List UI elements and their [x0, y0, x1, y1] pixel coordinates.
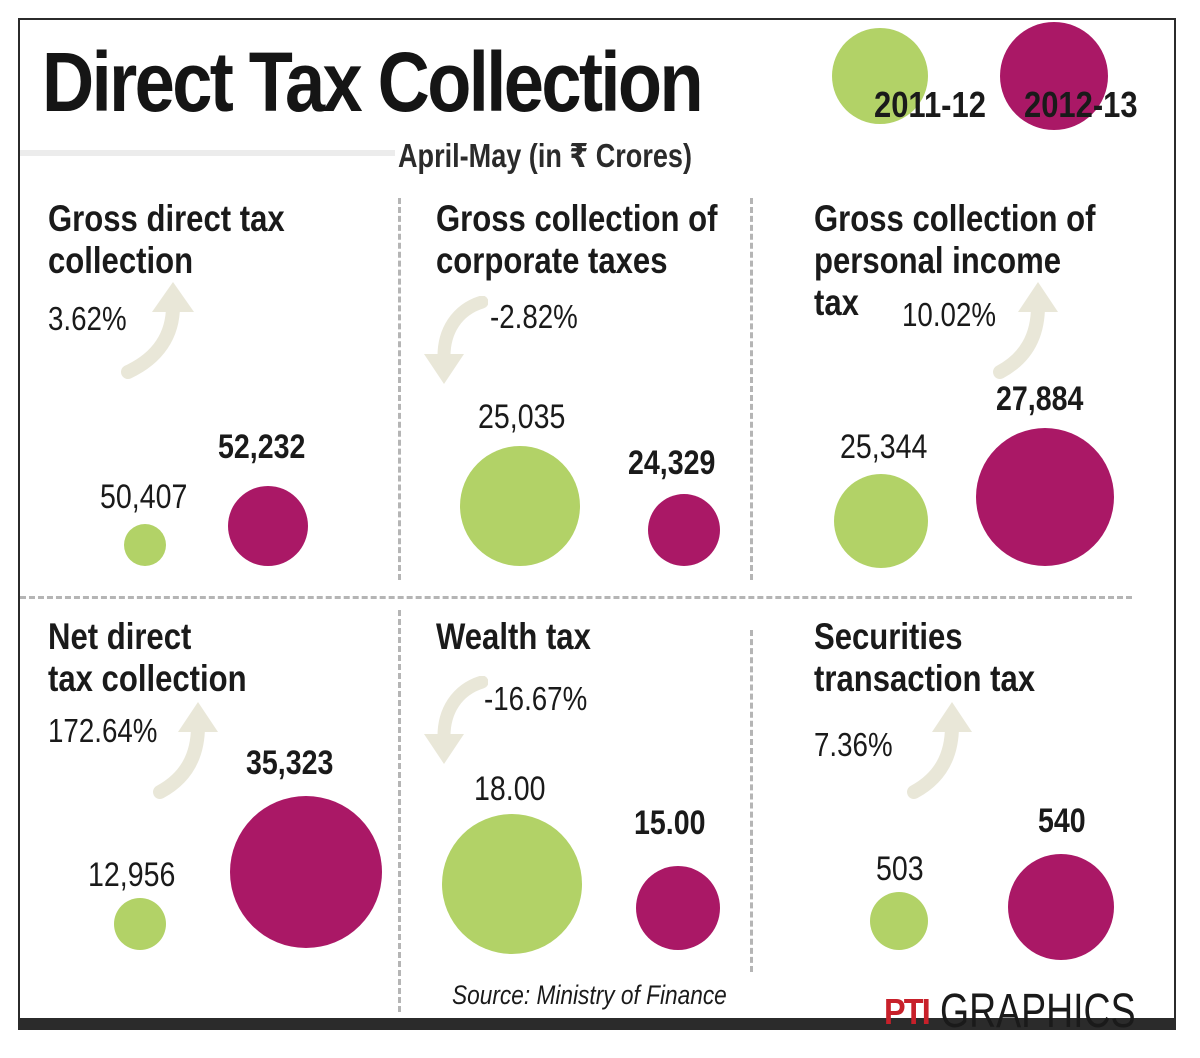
percent-change: 7.36%: [814, 726, 893, 763]
panel-title-line: corporate taxes: [436, 240, 668, 281]
value-label-2011-12: 18.00: [474, 770, 546, 808]
bubble-2012-13: [228, 486, 308, 566]
panel-title: Gross collection of personal income tax: [814, 198, 1096, 324]
bubble-2011-12: [124, 524, 166, 566]
legend-label-2012-13: 2012-13: [1024, 84, 1138, 125]
bubble-2011-12: [870, 892, 928, 950]
bubble-2011-12: [834, 474, 928, 568]
bubble-2012-13: [1008, 854, 1114, 960]
legend-swatch-2012-13: [1000, 22, 1108, 130]
panel-title: Gross direct tax collection: [48, 198, 285, 282]
pti-logo: PTI: [884, 990, 931, 1032]
value-label-2011-12: 25,344: [840, 428, 928, 466]
value-label-2012-13: 27,884: [996, 380, 1084, 418]
bubble-2012-13: [648, 494, 720, 566]
bubble-2011-12: [114, 898, 166, 950]
legend-label-2011-12: 2011-12: [874, 84, 986, 125]
value-label-2011-12: 503: [876, 850, 924, 888]
percent-change: 3.62%: [48, 300, 127, 337]
bubble-2011-12: [442, 814, 582, 954]
value-label-2012-13: 35,323: [246, 744, 334, 782]
divider-vertical-2-top: [750, 198, 753, 580]
panel-title: Securities transaction tax: [814, 616, 1035, 700]
divider-horizontal: [20, 596, 1132, 599]
value-label-2012-13: 540: [1038, 802, 1086, 840]
percent-change: 172.64%: [48, 712, 158, 749]
percent-change: -2.82%: [490, 298, 578, 335]
credit-text: GRAPHICS: [940, 985, 1136, 1038]
arrow-up-icon: [907, 702, 972, 799]
panel-title-line: tax collection: [48, 658, 247, 699]
title-underline: [20, 150, 395, 156]
value-label-2012-13: 52,232: [218, 428, 306, 466]
arrow-up-icon: [153, 702, 218, 799]
bottom-bar: [18, 1018, 1176, 1030]
value-label-2012-13: 24,329: [628, 444, 716, 482]
value-label-2011-12: 50,407: [100, 478, 188, 516]
divider-vertical-1-bottom: [398, 610, 401, 1012]
arrow-up-icon: [121, 282, 194, 379]
arrow-down-icon: [424, 676, 488, 764]
arrow-down-icon: [424, 296, 488, 384]
bubble-2012-13: [976, 428, 1114, 566]
value-label-2011-12: 25,035: [478, 398, 566, 436]
panel-title-line: Wealth tax: [436, 616, 591, 657]
panel-title-line: tax: [814, 282, 859, 323]
divider-vertical-2-bottom: [750, 630, 753, 972]
percent-change: -16.67%: [484, 680, 588, 717]
panel-title-line: collection: [48, 240, 194, 281]
source-note: Source: Ministry of Finance: [452, 980, 727, 1010]
arrow-up-icon: [993, 282, 1058, 379]
panel-title-line: personal income: [814, 240, 1061, 281]
credit: PTI GRAPHICS: [884, 984, 1191, 1039]
value-label-2011-12: 12,956: [88, 856, 176, 894]
bubble-2011-12: [460, 446, 580, 566]
panel-title-line: Net direct: [48, 616, 192, 657]
panel-title-line: Gross collection of: [436, 198, 718, 239]
panel-title: Wealth tax: [436, 616, 591, 658]
bubble-2012-13: [636, 866, 720, 950]
infographic-frame: [18, 18, 1176, 1028]
chart-subtitle: April-May (in ₹ Crores): [398, 137, 692, 174]
panel-title: Gross collection of corporate taxes: [436, 198, 718, 282]
bubble-2012-13: [230, 796, 382, 948]
panel-title-line: Securities: [814, 616, 963, 657]
panel-title-line: Gross collection of: [814, 198, 1096, 239]
percent-change: 10.02%: [902, 296, 997, 333]
chart-title: Direct Tax Collection: [42, 35, 704, 129]
panel-title: Net direct tax collection: [48, 616, 247, 700]
legend-swatch-2011-12: [832, 28, 928, 124]
panel-title-line: Gross direct tax: [48, 198, 285, 239]
divider-vertical-1-top: [398, 198, 401, 580]
value-label-2012-13: 15.00: [634, 804, 706, 842]
panel-title-line: transaction tax: [814, 658, 1036, 699]
